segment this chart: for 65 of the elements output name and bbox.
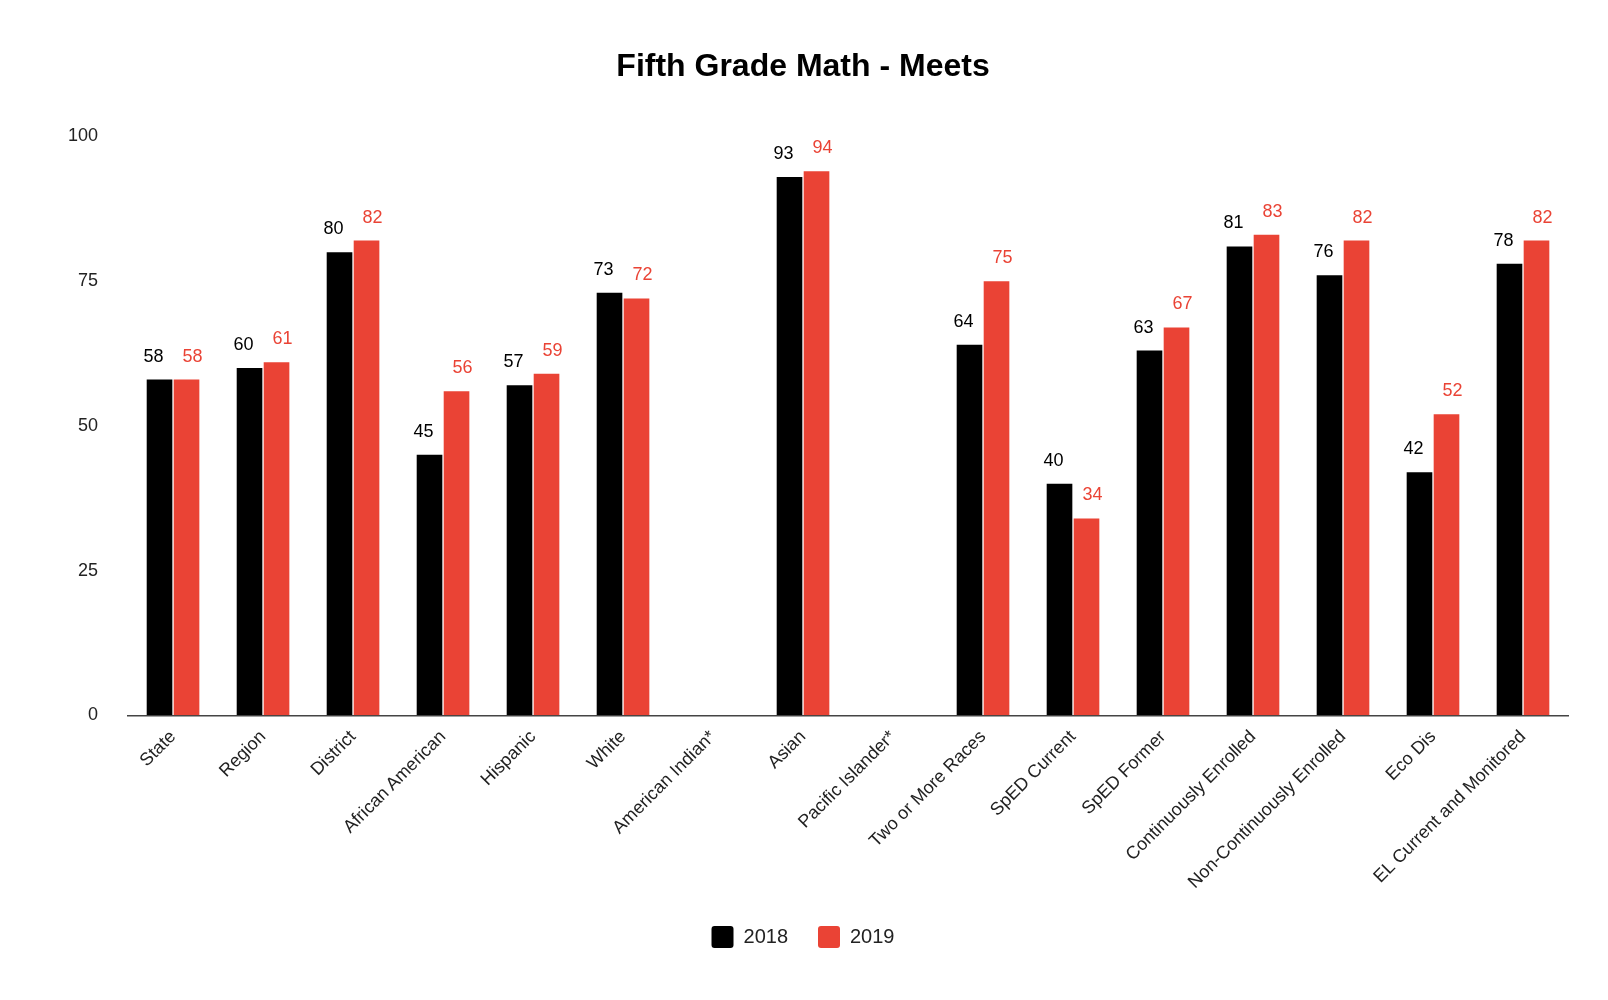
y-tick-label: 25 [78,559,99,580]
y-tick-label: 100 [67,125,99,146]
x-tick-label: Eco Dis [1381,726,1440,785]
chart-title: Fifth Grade Math - Meets [616,47,990,84]
data-label: 82 [362,206,383,227]
data-label: 63 [1133,316,1154,337]
data-label: 82 [1532,206,1553,227]
bar [956,344,983,716]
bar [353,240,380,716]
data-label: 64 [953,310,974,331]
data-label: 72 [632,264,653,285]
data-label: 82 [1352,206,1373,227]
bar [416,454,443,716]
bar [1343,240,1370,716]
bar [983,281,1010,716]
data-label: 42 [1403,438,1424,459]
data-label: 93 [773,142,794,163]
data-label: 81 [1223,212,1244,233]
data-label: 59 [542,339,563,360]
y-tick-label: 50 [78,414,99,435]
data-label: 34 [1082,484,1103,505]
bar [173,379,200,716]
bar [803,171,830,716]
bar [623,298,650,716]
bar [1136,350,1163,716]
data-label: 58 [143,345,164,366]
bar [596,292,623,716]
data-label: 94 [812,137,833,158]
data-label: 52 [1442,380,1463,401]
bar [1433,414,1460,716]
data-label: 76 [1313,241,1334,262]
legend-label: 2019 [850,924,895,947]
bar [1073,518,1100,716]
data-label: 57 [503,351,524,372]
data-label: 58 [182,345,203,366]
bar [506,385,533,716]
bar [1406,472,1433,716]
data-label: 75 [992,247,1013,268]
data-label: 61 [272,328,293,349]
bar [533,373,560,716]
bar [776,176,803,716]
bar [1046,483,1073,716]
data-label: 45 [413,420,434,441]
bar [236,367,263,716]
bar [1316,275,1343,716]
legend-label: 2018 [743,924,789,947]
bar [443,391,470,716]
bar [1253,234,1280,716]
bar [146,379,173,716]
data-label: 73 [593,258,614,279]
y-tick-label: 75 [78,270,99,291]
data-label: 83 [1262,200,1283,221]
data-label: 78 [1493,229,1514,250]
bar [1163,327,1190,716]
data-label: 60 [233,333,254,354]
data-label: 56 [452,357,473,378]
bar [1496,263,1523,716]
bar [263,362,290,716]
data-label: 67 [1172,293,1193,314]
data-label: 80 [323,218,344,239]
data-label: 40 [1043,449,1064,470]
bar [1226,246,1253,716]
bar [1523,240,1550,716]
bar [326,252,353,716]
y-tick-label: 0 [88,704,99,725]
